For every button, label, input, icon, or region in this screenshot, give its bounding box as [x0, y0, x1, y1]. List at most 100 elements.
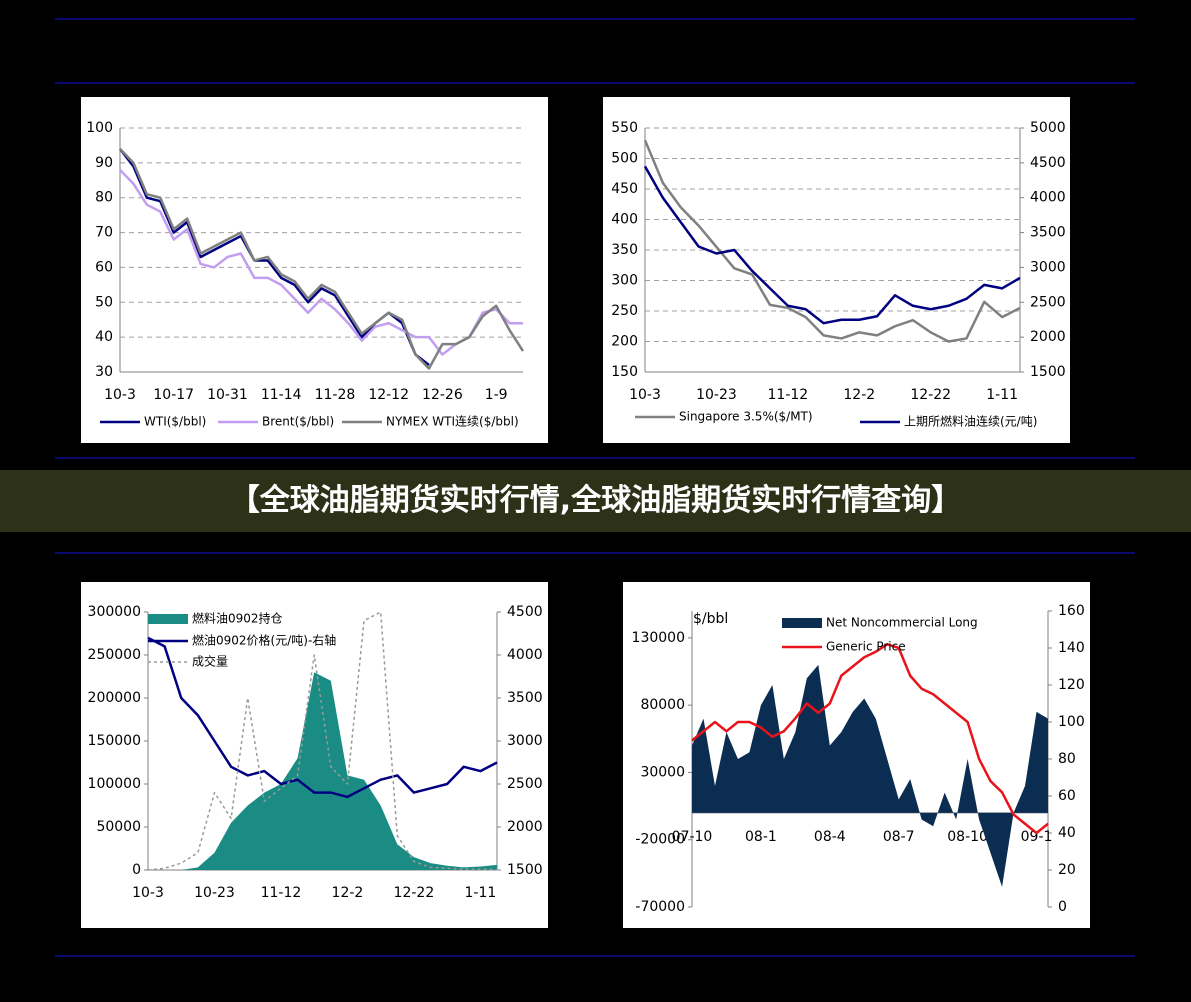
y-tick-label: 80000 [640, 697, 685, 713]
y-tick-label: 400 [611, 212, 638, 228]
y-tick-label: 130000 [632, 630, 685, 646]
x-tick-label: 12-12 [368, 387, 409, 403]
y-tick-label: 100 [86, 120, 113, 136]
y2-tick-label: 60 [1058, 788, 1076, 804]
line [119, 148, 430, 367]
x-tick-label: 10-31 [207, 387, 248, 403]
chart: 30 40 50 60 70 80 90 100 10-3 10-17 10-31 11-14 11-2… [86, 120, 525, 429]
y-tick-label: 250000 [88, 647, 141, 663]
x-tick-label: 11-14 [261, 387, 302, 403]
x-tick-label: 07-10 [672, 829, 713, 845]
y-tick-label: 200000 [88, 690, 141, 706]
y-tick-label: 80 [95, 190, 113, 206]
line [691, 643, 1049, 835]
y2-tick-label: 3500 [1030, 225, 1066, 241]
y-tick-label: 350 [611, 242, 638, 258]
line [643, 165, 1021, 325]
y2-tick-label: 5000 [1030, 120, 1066, 136]
y-tick-label: 60 [95, 259, 113, 275]
y2-tick-label: 2000 [507, 819, 543, 835]
x-tick-label: 12-22 [394, 885, 435, 901]
y-tick-label: 200 [611, 334, 638, 350]
legend-label: 燃油0902价格(元/吨)-右轴 [192, 633, 336, 648]
x-tick-label: 1-11 [986, 387, 1018, 403]
y-tick-label: 250 [611, 303, 638, 319]
y2-tick-label: 160 [1058, 603, 1085, 619]
legend-swatch [782, 618, 822, 628]
x-tick-label: 08-10 [947, 829, 988, 845]
legend-label: Singapore 3.5%($/MT) [679, 410, 813, 424]
y-tick-label: 50000 [96, 819, 141, 835]
chart: 0 50000 100000 150000 200000 250000 300000 1500… [88, 604, 543, 901]
y2-tick-label: 40 [1058, 825, 1076, 841]
rule [55, 457, 1135, 459]
y-tick-label: -70000 [635, 899, 685, 915]
legend-label: 成交量 [192, 654, 228, 669]
area [148, 672, 497, 870]
y2-tick-label: 20 [1058, 862, 1076, 878]
x-tick-label: 10-3 [629, 387, 661, 403]
y-tick-label: 40 [95, 329, 113, 345]
rule [55, 82, 1135, 84]
y-tick-label: 500 [611, 151, 638, 167]
y2-tick-label: 3000 [1030, 259, 1066, 275]
y-tick-label: 300000 [88, 604, 141, 620]
x-tick-label: 10-17 [153, 387, 194, 403]
legend-swatch [148, 614, 188, 624]
chart: 150 200 250 300 350 400 450 500 550 1500 2000 2500 3… [611, 120, 1066, 429]
x-tick-label: 1-11 [464, 885, 496, 901]
y-tick-label: 30 [95, 364, 113, 380]
line [643, 139, 1021, 343]
legend-label: WTI($/bbl) [144, 415, 206, 429]
x-tick-label: 10-3 [132, 885, 164, 901]
rule [55, 18, 1135, 20]
y-tick-label: 30000 [640, 764, 685, 780]
y2-tick-label: 3500 [507, 690, 543, 706]
y2-tick-label: 4500 [507, 604, 543, 620]
y2-tick-label: 100 [1058, 714, 1085, 730]
legend-label: Brent($/bbl) [262, 415, 334, 429]
legend-label: NYMEX WTI连续($/bbl) [386, 414, 519, 429]
x-tick-label: 08-7 [883, 829, 915, 845]
y2-tick-label: 80 [1058, 751, 1076, 767]
banner: 【全球油脂期货实时行情,全球油脂期货实时行情查询】 [0, 470, 1191, 532]
y-tick-label: 50 [95, 294, 113, 310]
area [692, 664, 1048, 887]
y2-tick-label: 1500 [507, 862, 543, 878]
y-tick-label: 90 [95, 155, 113, 171]
x-tick-label: 1-9 [485, 387, 508, 403]
x-tick-label: 11-28 [315, 387, 356, 403]
legend-label: 上期所燃料油连续(元/吨) [904, 414, 1037, 429]
x-tick-label: 08-4 [814, 829, 846, 845]
chart-panel: -70000 -20000 30000 80000 130000 0 20 40 60 80 100… [623, 582, 1090, 928]
x-tick-label: 12-2 [843, 387, 875, 403]
y2-tick-label: 4000 [1030, 190, 1066, 206]
y2-tick-label: 3000 [507, 733, 543, 749]
legend-label: Net Noncommercial Long [826, 616, 978, 630]
x-tick-label: 12-22 [910, 387, 951, 403]
y2-tick-label: 120 [1058, 677, 1085, 693]
y-axis-label: $/bbl [693, 611, 728, 627]
y2-tick-label: 4500 [1030, 155, 1066, 171]
x-tick-label: 11-12 [768, 387, 809, 403]
y-tick-label: 300 [611, 273, 638, 289]
banner-title: 【全球油脂期货实时行情,全球油脂期货实时行情查询】 [229, 483, 962, 518]
chart-panel: 30 40 50 60 70 80 90 100 10-3 10-17 10-31 11-14 11-2… [81, 97, 548, 443]
y-tick-label: 550 [611, 120, 638, 136]
x-tick-label: 10-23 [696, 387, 737, 403]
x-tick-label: 08-1 [745, 829, 777, 845]
chart-panel: 150 200 250 300 350 400 450 500 550 1500 2000 2500 3… [603, 97, 1070, 443]
y-tick-label: 450 [611, 181, 638, 197]
line [147, 636, 498, 799]
y2-tick-label: 2500 [507, 776, 543, 792]
y-tick-label: 150000 [88, 733, 141, 749]
y2-tick-label: 1500 [1030, 364, 1066, 380]
rule [55, 552, 1135, 554]
x-tick-label: 12-26 [422, 387, 463, 403]
line [119, 148, 525, 370]
y-tick-label: 150 [611, 364, 638, 380]
legend-label: Generic Price [826, 640, 906, 654]
y-tick-label: 100000 [88, 776, 141, 792]
chart: -70000 -20000 30000 80000 130000 0 20 40 60 80 100… [632, 603, 1085, 915]
